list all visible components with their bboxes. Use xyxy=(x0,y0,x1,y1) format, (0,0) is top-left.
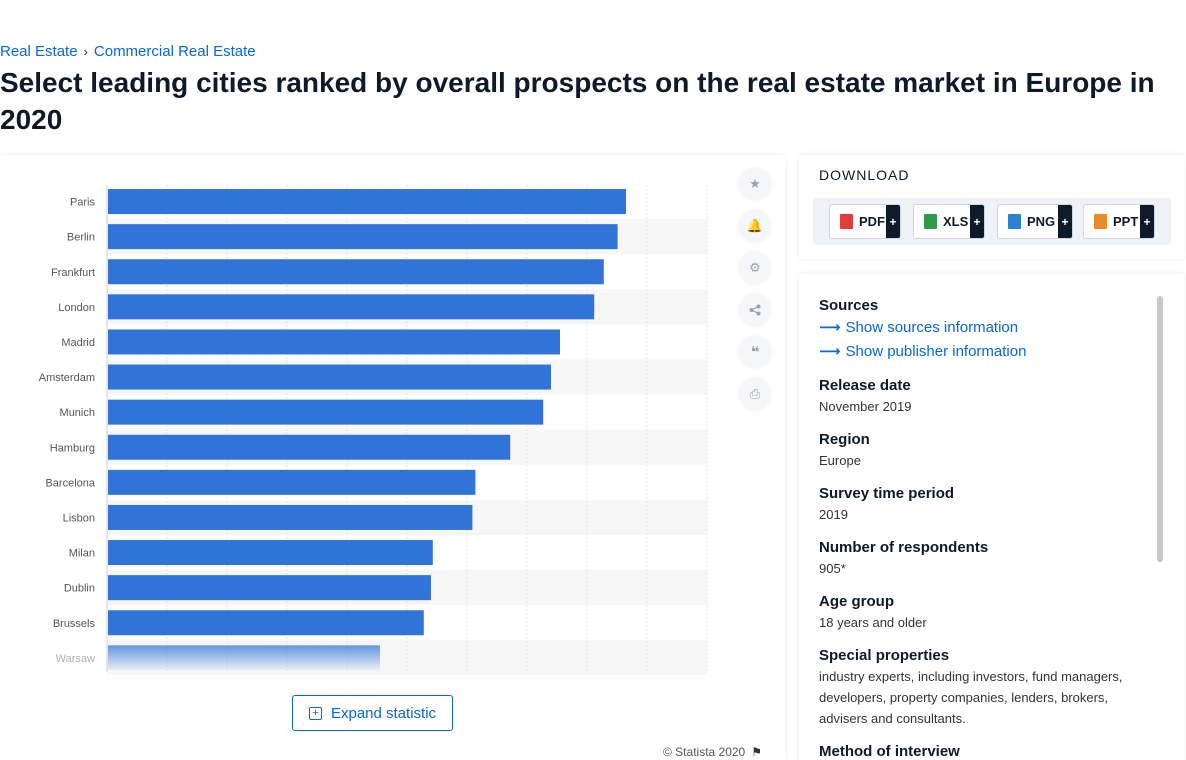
pdf-file-icon xyxy=(840,214,853,229)
release-date-label: Release date xyxy=(819,377,911,394)
special-properties-label: Special properties xyxy=(819,647,950,664)
breadcrumb-separator: › xyxy=(83,44,88,59)
gear-icon[interactable]: ⚙ xyxy=(739,252,771,284)
show-publisher-link[interactable]: ⟶ Show publisher information xyxy=(819,340,1149,364)
arrow-right-icon: ⟶ xyxy=(819,319,841,336)
plus-icon: + xyxy=(1140,205,1154,238)
category-label: Warsaw xyxy=(56,653,95,665)
category-label: Munich xyxy=(60,407,95,419)
plus-icon: + xyxy=(1058,205,1072,238)
xls-file-icon xyxy=(924,214,937,229)
category-label: Hamburg xyxy=(50,442,95,454)
download-png-button[interactable]: PNG + xyxy=(997,204,1073,239)
bar-berlin[interactable] xyxy=(108,224,618,250)
age-group-value: 18 years and older xyxy=(819,615,927,630)
ppt-file-icon xyxy=(1094,214,1107,229)
respondents-value: 905* xyxy=(819,561,846,576)
release-date-value: November 2019 xyxy=(819,399,912,414)
chart-card: Paris Berlin Frankfurt London Madrid Amsterda… xyxy=(0,155,785,760)
flag-icon[interactable]: ⚑ xyxy=(751,745,762,759)
share-icon[interactable] xyxy=(739,294,771,326)
category-label: Lisbon xyxy=(63,512,95,524)
bar-amsterdam[interactable] xyxy=(108,364,551,390)
chart-toolbar: ★ 🔔 ⚙ ❝ ⎙ xyxy=(739,168,771,420)
bar-madrid[interactable] xyxy=(108,329,560,355)
download-png-label: PNG xyxy=(1027,214,1056,229)
expand-statistic-label: Expand statistic xyxy=(330,704,437,722)
breadcrumb-item-real-estate[interactable]: Real Estate xyxy=(0,43,78,60)
survey-period-label: Survey time period xyxy=(819,485,955,502)
expand-statistic-button[interactable]: + Expand statistic xyxy=(292,695,453,731)
page-title: Select leading cities ranked by overall … xyxy=(0,67,1155,135)
region-label: Region xyxy=(819,431,870,448)
download-buttons: PDF + XLS + PNG + PPT + xyxy=(813,198,1171,245)
bar-barcelona[interactable] xyxy=(108,469,476,495)
bar-chart: Paris Berlin Frankfurt London Madrid Amsterda… xyxy=(39,185,708,675)
sources-label: Sources xyxy=(819,297,879,314)
copyright-text: © Statista 2020 xyxy=(663,745,746,759)
category-label: Barcelona xyxy=(45,477,95,489)
download-ppt-label: PPT xyxy=(1113,214,1139,229)
breadcrumb-item-commercial-real-estate[interactable]: Commercial Real Estate xyxy=(93,43,256,60)
bar-milan[interactable] xyxy=(108,540,433,566)
download-xls-label: XLS xyxy=(943,214,969,229)
info-scrollbar[interactable] xyxy=(1157,296,1163,562)
bar-frankfurt[interactable] xyxy=(108,259,604,285)
show-publisher-label: Show publisher information xyxy=(845,343,1027,360)
download-ppt-button[interactable]: PPT + xyxy=(1083,204,1155,239)
bar-london[interactable] xyxy=(108,294,595,320)
plus-icon: + xyxy=(886,205,900,238)
bar-paris[interactable] xyxy=(108,189,626,215)
download-pdf-button[interactable]: PDF + xyxy=(829,204,901,239)
download-pdf-label: PDF xyxy=(859,214,885,229)
category-label: Frankfurt xyxy=(51,267,95,279)
print-icon[interactable]: ⎙ xyxy=(739,378,771,410)
download-card: DOWNLOAD PDF + XLS + PNG + PPT + xyxy=(799,155,1185,259)
bar-munich[interactable] xyxy=(108,399,544,425)
category-label: Dublin xyxy=(64,583,95,595)
category-label: Brussels xyxy=(53,618,96,630)
statistic-info-card: Sources ⟶ Show sources information ⟶ Sho… xyxy=(799,274,1185,760)
bar-brussels[interactable] xyxy=(108,610,424,636)
quote-icon[interactable]: ❝ xyxy=(739,336,771,368)
bar-hamburg[interactable] xyxy=(108,434,511,460)
respondents-label: Number of respondents xyxy=(819,539,989,556)
category-label: Milan xyxy=(69,548,95,560)
category-label: Amsterdam xyxy=(39,372,95,384)
copyright: © Statista 2020 ⚑ xyxy=(663,745,762,759)
arrow-right-icon: ⟶ xyxy=(819,343,841,360)
bar-warsaw[interactable] xyxy=(108,645,380,671)
survey-period-value: 2019 xyxy=(819,507,848,522)
download-title: DOWNLOAD xyxy=(819,167,910,183)
bar-dublin[interactable] xyxy=(108,575,431,601)
bar-lisbon[interactable] xyxy=(108,504,473,530)
breadcrumb: Real Estate › Commercial Real Estate xyxy=(0,43,256,60)
show-sources-link[interactable]: ⟶ Show sources information xyxy=(819,316,1149,340)
category-label: Paris xyxy=(70,197,96,209)
show-sources-label: Show sources information xyxy=(845,319,1019,336)
star-icon[interactable]: ★ xyxy=(739,168,771,200)
plus-icon: + xyxy=(970,205,984,238)
region-value: Europe xyxy=(819,453,861,468)
method-of-interview-label: Method of interview xyxy=(819,743,960,760)
age-group-label: Age group xyxy=(819,593,894,610)
category-label: Madrid xyxy=(61,337,95,349)
png-file-icon xyxy=(1008,214,1021,229)
category-label: Berlin xyxy=(67,232,95,244)
plus-square-icon: + xyxy=(308,706,322,720)
special-properties-value: industry experts, including investors, f… xyxy=(819,669,1123,726)
category-label: London xyxy=(58,302,95,314)
download-xls-button[interactable]: XLS + xyxy=(913,204,985,239)
bell-icon[interactable]: 🔔 xyxy=(739,210,771,242)
